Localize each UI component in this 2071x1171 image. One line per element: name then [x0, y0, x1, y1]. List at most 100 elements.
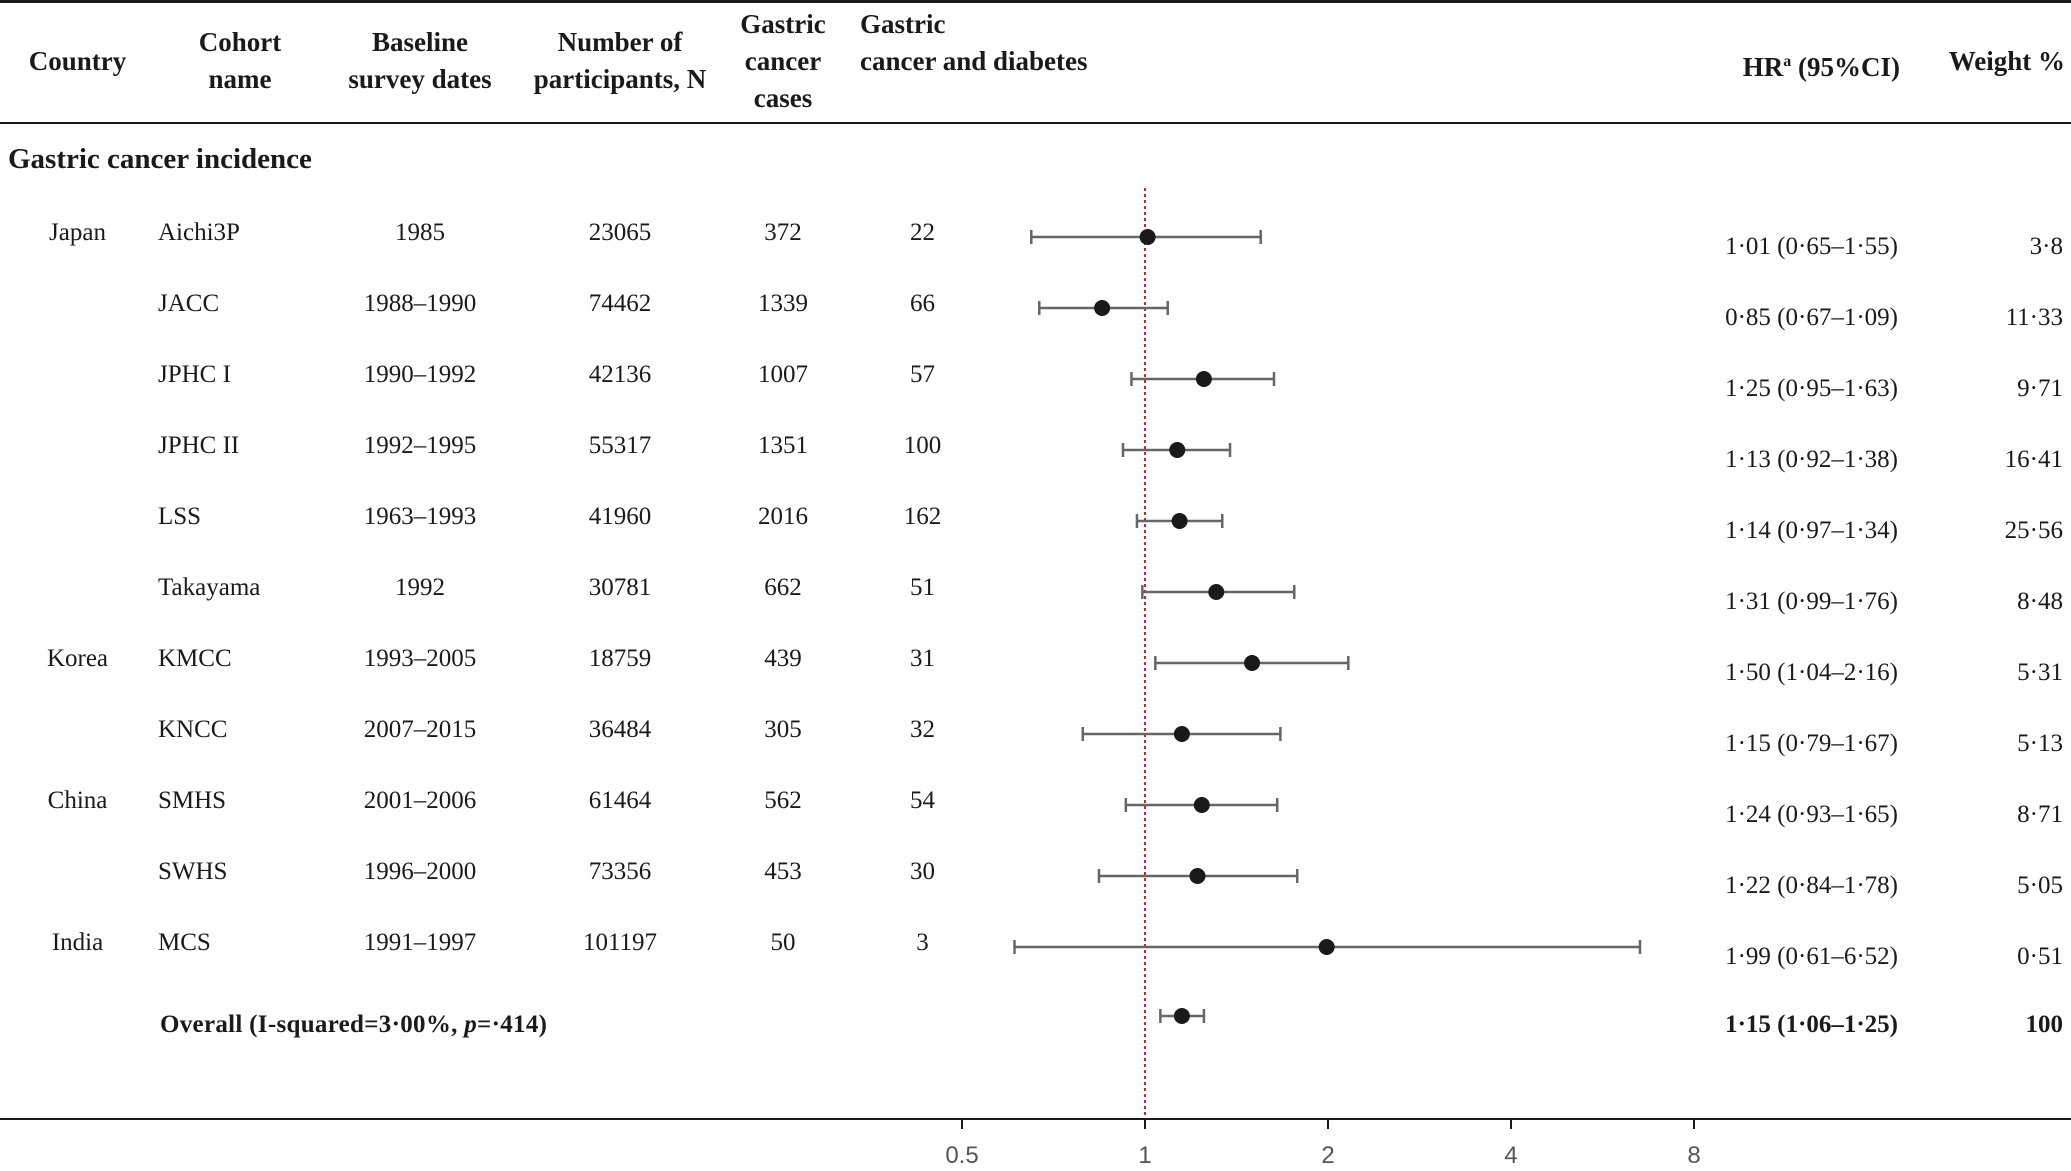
row-cohort: MCS	[158, 929, 211, 956]
row-hr: 1·31 (0·99–1·76)	[1725, 588, 1898, 615]
row-weight: 25·56	[2004, 517, 2063, 544]
row-cases: 372	[764, 219, 802, 246]
row-hr: 1·25 (0·95–1·63)	[1725, 375, 1898, 402]
header-gastric-cancer-and-diabetes: Gastric cancer and diabetes	[860, 9, 1088, 76]
row-diabetes: 30	[910, 858, 935, 885]
hr-point	[1171, 513, 1188, 529]
row-hr: 1·99 (0·61–6·52)	[1725, 943, 1898, 970]
row-cohort: SMHS	[158, 787, 227, 814]
row-diabetes: 66	[910, 290, 935, 317]
row-country: Japan	[49, 219, 106, 246]
overall-hr: 1·15 (1·06–1·25)	[1725, 1011, 1898, 1038]
row-cases: 1339	[758, 290, 808, 317]
row-diabetes: 22	[910, 219, 935, 246]
row-country: China	[47, 787, 108, 814]
row-weight: 5·05	[2017, 872, 2063, 899]
row-hr: 1·15 (0·79–1·67)	[1725, 730, 1898, 757]
row-diabetes: 3	[916, 929, 929, 956]
hr-point	[1173, 1008, 1190, 1024]
header-cohort-name: Cohort name	[198, 27, 282, 94]
row-weight: 11·33	[2005, 304, 2063, 331]
row-diabetes: 162	[903, 503, 942, 530]
row-dates: 1996–2000	[363, 858, 477, 885]
row-diabetes: 100	[903, 432, 942, 459]
row-dates: 1992–1995	[363, 432, 477, 459]
row-dates: 1963–1993	[363, 503, 477, 530]
row-weight: 8·48	[2017, 588, 2063, 615]
row-dates: 1985	[395, 219, 445, 246]
row-participants: 101197	[582, 929, 658, 956]
row-hr: 0·85 (0·67–1·09)	[1725, 304, 1898, 331]
x-tick-label: 2	[1321, 1142, 1334, 1169]
row-weight: 8·71	[2017, 801, 2063, 828]
hr-point	[1139, 229, 1156, 245]
row-cases: 2016	[758, 503, 808, 530]
row-dates: 1991–1997	[363, 929, 477, 956]
row-cohort: JPHC II	[158, 432, 240, 459]
header-gastric-cancer-cases: Gastric cancer cases	[740, 9, 826, 113]
row-participants: 23065	[588, 219, 652, 246]
hr-point	[1318, 939, 1335, 955]
row-dates: 1993–2005	[363, 645, 477, 672]
x-tick-label: 4	[1504, 1142, 1517, 1169]
row-weight: 9·71	[2017, 375, 2063, 402]
row-country: India	[51, 929, 104, 956]
row-cases: 662	[764, 574, 802, 601]
row-weight: 0·51	[2017, 943, 2063, 970]
row-cases: 1351	[758, 432, 808, 459]
header-weight: Weight %	[1948, 46, 2065, 76]
row-cases: 453	[764, 858, 802, 885]
row-weight: 16·41	[2004, 446, 2063, 473]
axis-baseline	[0, 1118, 2071, 1120]
hr-point	[1169, 442, 1186, 458]
header-country: Country	[28, 46, 127, 76]
row-cohort: SWHS	[158, 858, 228, 885]
row-participants: 55317	[588, 432, 652, 459]
row-hr: 1·13 (0·92–1·38)	[1725, 446, 1898, 473]
table-top-rule	[0, 0, 2071, 3]
row-weight: 3·8	[2029, 233, 2063, 260]
hr-point	[1195, 371, 1212, 387]
row-participants: 36484	[588, 716, 652, 743]
row-cohort: KMCC	[158, 645, 232, 672]
row-dates: 1992	[395, 574, 445, 601]
header-hr-95ci: HRa (95%CI)	[1742, 52, 1900, 82]
row-hr: 1·24 (0·93–1·65)	[1725, 801, 1898, 828]
row-cohort: Takayama	[158, 574, 261, 601]
row-hr: 1·50 (1·04–2·16)	[1725, 659, 1898, 686]
hr-point	[1244, 655, 1261, 671]
row-cases: 50	[770, 929, 796, 956]
row-cases: 439	[764, 645, 802, 672]
row-hr: 1·01 (0·65–1·55)	[1725, 233, 1898, 260]
row-cases: 1007	[758, 361, 808, 388]
section-title: Gastric cancer incidence	[8, 143, 312, 175]
row-weight: 5·31	[2017, 659, 2063, 686]
overall-weight: 100	[2025, 1011, 2064, 1038]
header-number-of-participants: Number of participants, N	[533, 27, 707, 94]
row-cohort: JPHC I	[158, 361, 231, 388]
row-participants: 61464	[588, 787, 652, 814]
header-baseline-survey-dates: Baseline survey dates	[348, 27, 492, 94]
hr-point	[1193, 797, 1210, 813]
row-cohort: JACC	[158, 290, 220, 317]
overall-label: Overall (I-squared=3·00%, p=·414)	[160, 1011, 548, 1038]
hr-point	[1189, 868, 1206, 884]
header-bottom-rule	[0, 122, 2071, 124]
row-diabetes: 54	[910, 787, 935, 814]
row-participants: 42136	[588, 361, 652, 388]
row-diabetes: 51	[910, 574, 935, 601]
row-cases: 562	[764, 787, 802, 814]
row-cohort: Aichi3P	[158, 219, 240, 246]
row-dates: 2001–2006	[363, 787, 477, 814]
row-cohort: KNCC	[158, 716, 228, 743]
row-participants: 18759	[588, 645, 652, 672]
row-hr: 1·22 (0·84–1·78)	[1725, 872, 1898, 899]
row-participants: 73356	[588, 858, 652, 885]
row-dates: 2007–2015	[363, 716, 477, 743]
row-participants: 74462	[588, 290, 652, 317]
row-hr: 1·14 (0·97–1·34)	[1725, 517, 1898, 544]
hr-point	[1094, 300, 1111, 316]
row-participants: 41960	[588, 503, 652, 530]
row-dates: 1990–1992	[363, 361, 477, 388]
